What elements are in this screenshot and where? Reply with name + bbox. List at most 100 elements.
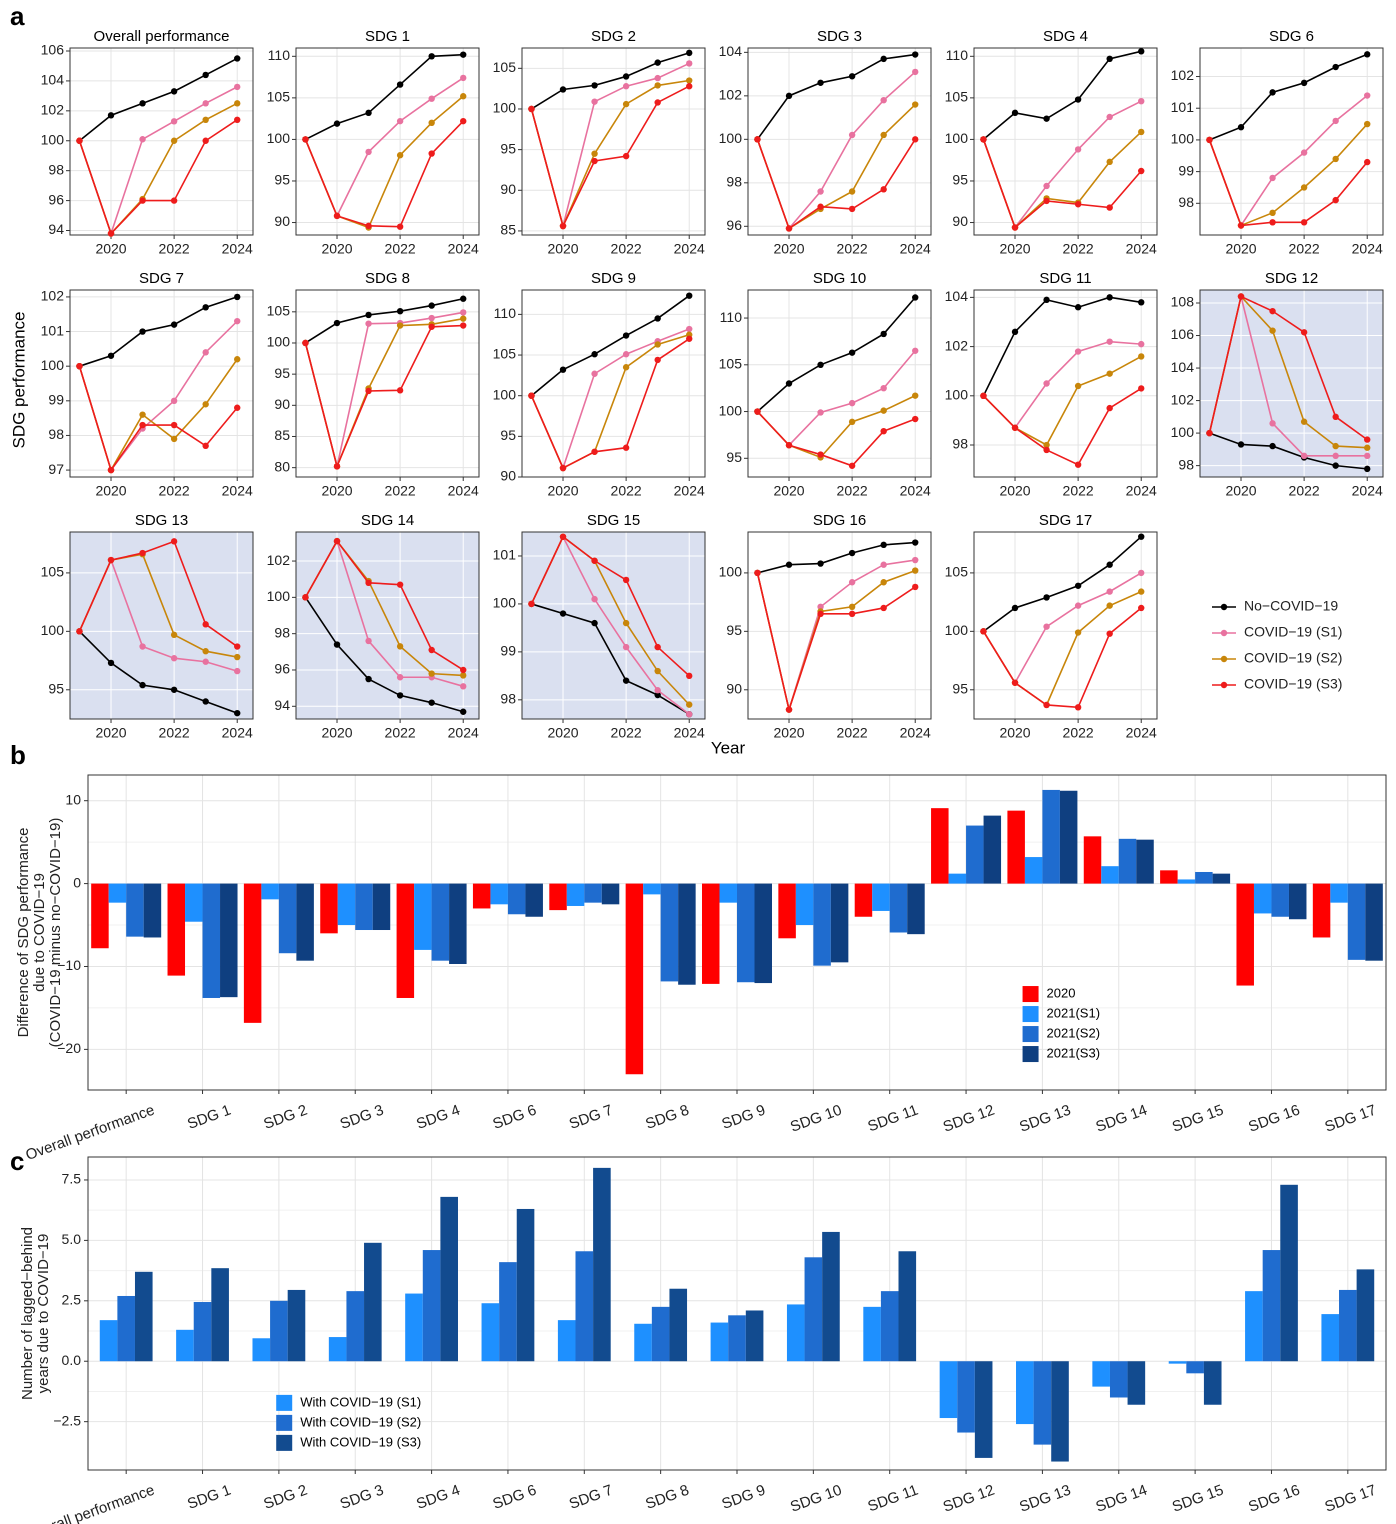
bar: [117, 1295, 135, 1362]
data-point: [234, 100, 241, 107]
data-point: [848, 418, 856, 426]
bar: [481, 1303, 500, 1362]
data-point: [139, 197, 146, 204]
y-tick-label: 110: [720, 309, 743, 325]
y-tick-label: 80: [274, 458, 290, 474]
y-tick-label: 90: [726, 680, 742, 696]
legend-label: With COVID−19 (S3): [300, 1434, 421, 1449]
x-tick-label: SDG 3: [338, 1102, 386, 1133]
y-tick-label: 102: [267, 552, 291, 568]
series-line: [1208, 295, 1368, 441]
plot-border: [87, 1156, 1387, 1471]
series-line: [78, 630, 238, 714]
panel-title: SDG 4: [1043, 28, 1088, 45]
y-tick-label: 98: [48, 161, 64, 177]
data-point: [396, 307, 404, 315]
bar: [261, 883, 279, 900]
data-point: [591, 595, 598, 603]
data-point: [234, 653, 241, 661]
y-tick-label: 104: [41, 72, 65, 88]
panel-background: [296, 532, 479, 719]
data-point: [1269, 89, 1276, 96]
data-point: [202, 100, 209, 107]
bar: [1365, 883, 1383, 961]
bar: [601, 883, 620, 905]
plot-border: [87, 774, 1387, 1091]
data-point: [559, 366, 567, 373]
data-point: [460, 74, 467, 82]
x-tick-label: 2022: [611, 725, 642, 741]
data-point: [880, 427, 887, 435]
x-tick-label: 2020: [1225, 483, 1256, 499]
data-point: [591, 370, 598, 377]
x-tick-label: SDG 16: [1246, 1482, 1302, 1516]
y-tick-label: 100: [719, 564, 743, 580]
bar: [795, 883, 814, 926]
y-tick-label: 99: [48, 392, 64, 408]
series-line: [305, 53, 464, 141]
x-tick-label: SDG 13: [1017, 1482, 1073, 1516]
data-point: [1364, 51, 1371, 58]
data-point: [1138, 604, 1145, 612]
x-tick-label: 2020: [999, 725, 1030, 741]
data-point: [202, 116, 209, 124]
panel-border: [521, 531, 706, 720]
y-tick-label: 95: [952, 680, 968, 696]
data-point: [1364, 436, 1371, 443]
data-point: [333, 641, 341, 648]
bar: [507, 883, 526, 915]
data-point: [234, 116, 241, 124]
data-point: [234, 55, 241, 62]
data-point: [428, 699, 435, 706]
x-tick-label: SDG 9: [720, 1482, 768, 1513]
bar: [1356, 1269, 1375, 1362]
x-tick-label: SDG 15: [1170, 1482, 1226, 1516]
data-point: [202, 658, 209, 665]
data-point: [1269, 327, 1276, 334]
data-point: [622, 351, 630, 358]
data-point: [1043, 701, 1050, 709]
data-point: [1011, 424, 1019, 431]
data-point: [333, 120, 341, 127]
y-tick-label: 100: [41, 622, 65, 638]
data-point: [654, 74, 661, 82]
panel-title: SDG 13: [135, 512, 188, 529]
data-point: [912, 556, 919, 564]
series-line: [756, 53, 916, 140]
bar: [898, 1251, 917, 1362]
panel-label: a: [10, 1, 25, 31]
y-tick-label: 100: [945, 622, 969, 638]
bar: [296, 883, 314, 961]
data-point: [1043, 296, 1050, 304]
data-point: [686, 49, 693, 57]
data-point: [817, 361, 824, 368]
x-tick-label: 2020: [321, 725, 352, 741]
series-line: [1208, 139, 1368, 227]
data-point: [848, 603, 856, 610]
data-point: [202, 304, 209, 311]
y-tick-label: 105: [493, 346, 517, 362]
bar: [1118, 838, 1137, 884]
data-point: [428, 646, 435, 654]
x-tick-label: 2020: [95, 241, 126, 257]
legend-label: With COVID−19 (S1): [300, 1394, 421, 1409]
panel-background: [974, 48, 1157, 235]
data-point: [912, 51, 919, 58]
x-tick-label: SDG 15: [1170, 1102, 1226, 1136]
y-tick-label: 100: [267, 334, 291, 350]
data-point: [785, 442, 793, 449]
bar: [328, 1337, 347, 1362]
data-point: [1332, 155, 1339, 163]
series-line: [756, 572, 916, 713]
bar: [710, 1322, 729, 1362]
bar: [669, 1288, 688, 1362]
y-tick-label: 100: [267, 130, 291, 146]
y-tick-label: 90: [274, 213, 290, 229]
bar: [931, 808, 949, 884]
data-point: [1011, 224, 1019, 231]
x-tick-label: 2024: [448, 725, 479, 741]
data-point: [170, 421, 178, 429]
bar: [1288, 883, 1307, 920]
bar: [566, 883, 585, 906]
